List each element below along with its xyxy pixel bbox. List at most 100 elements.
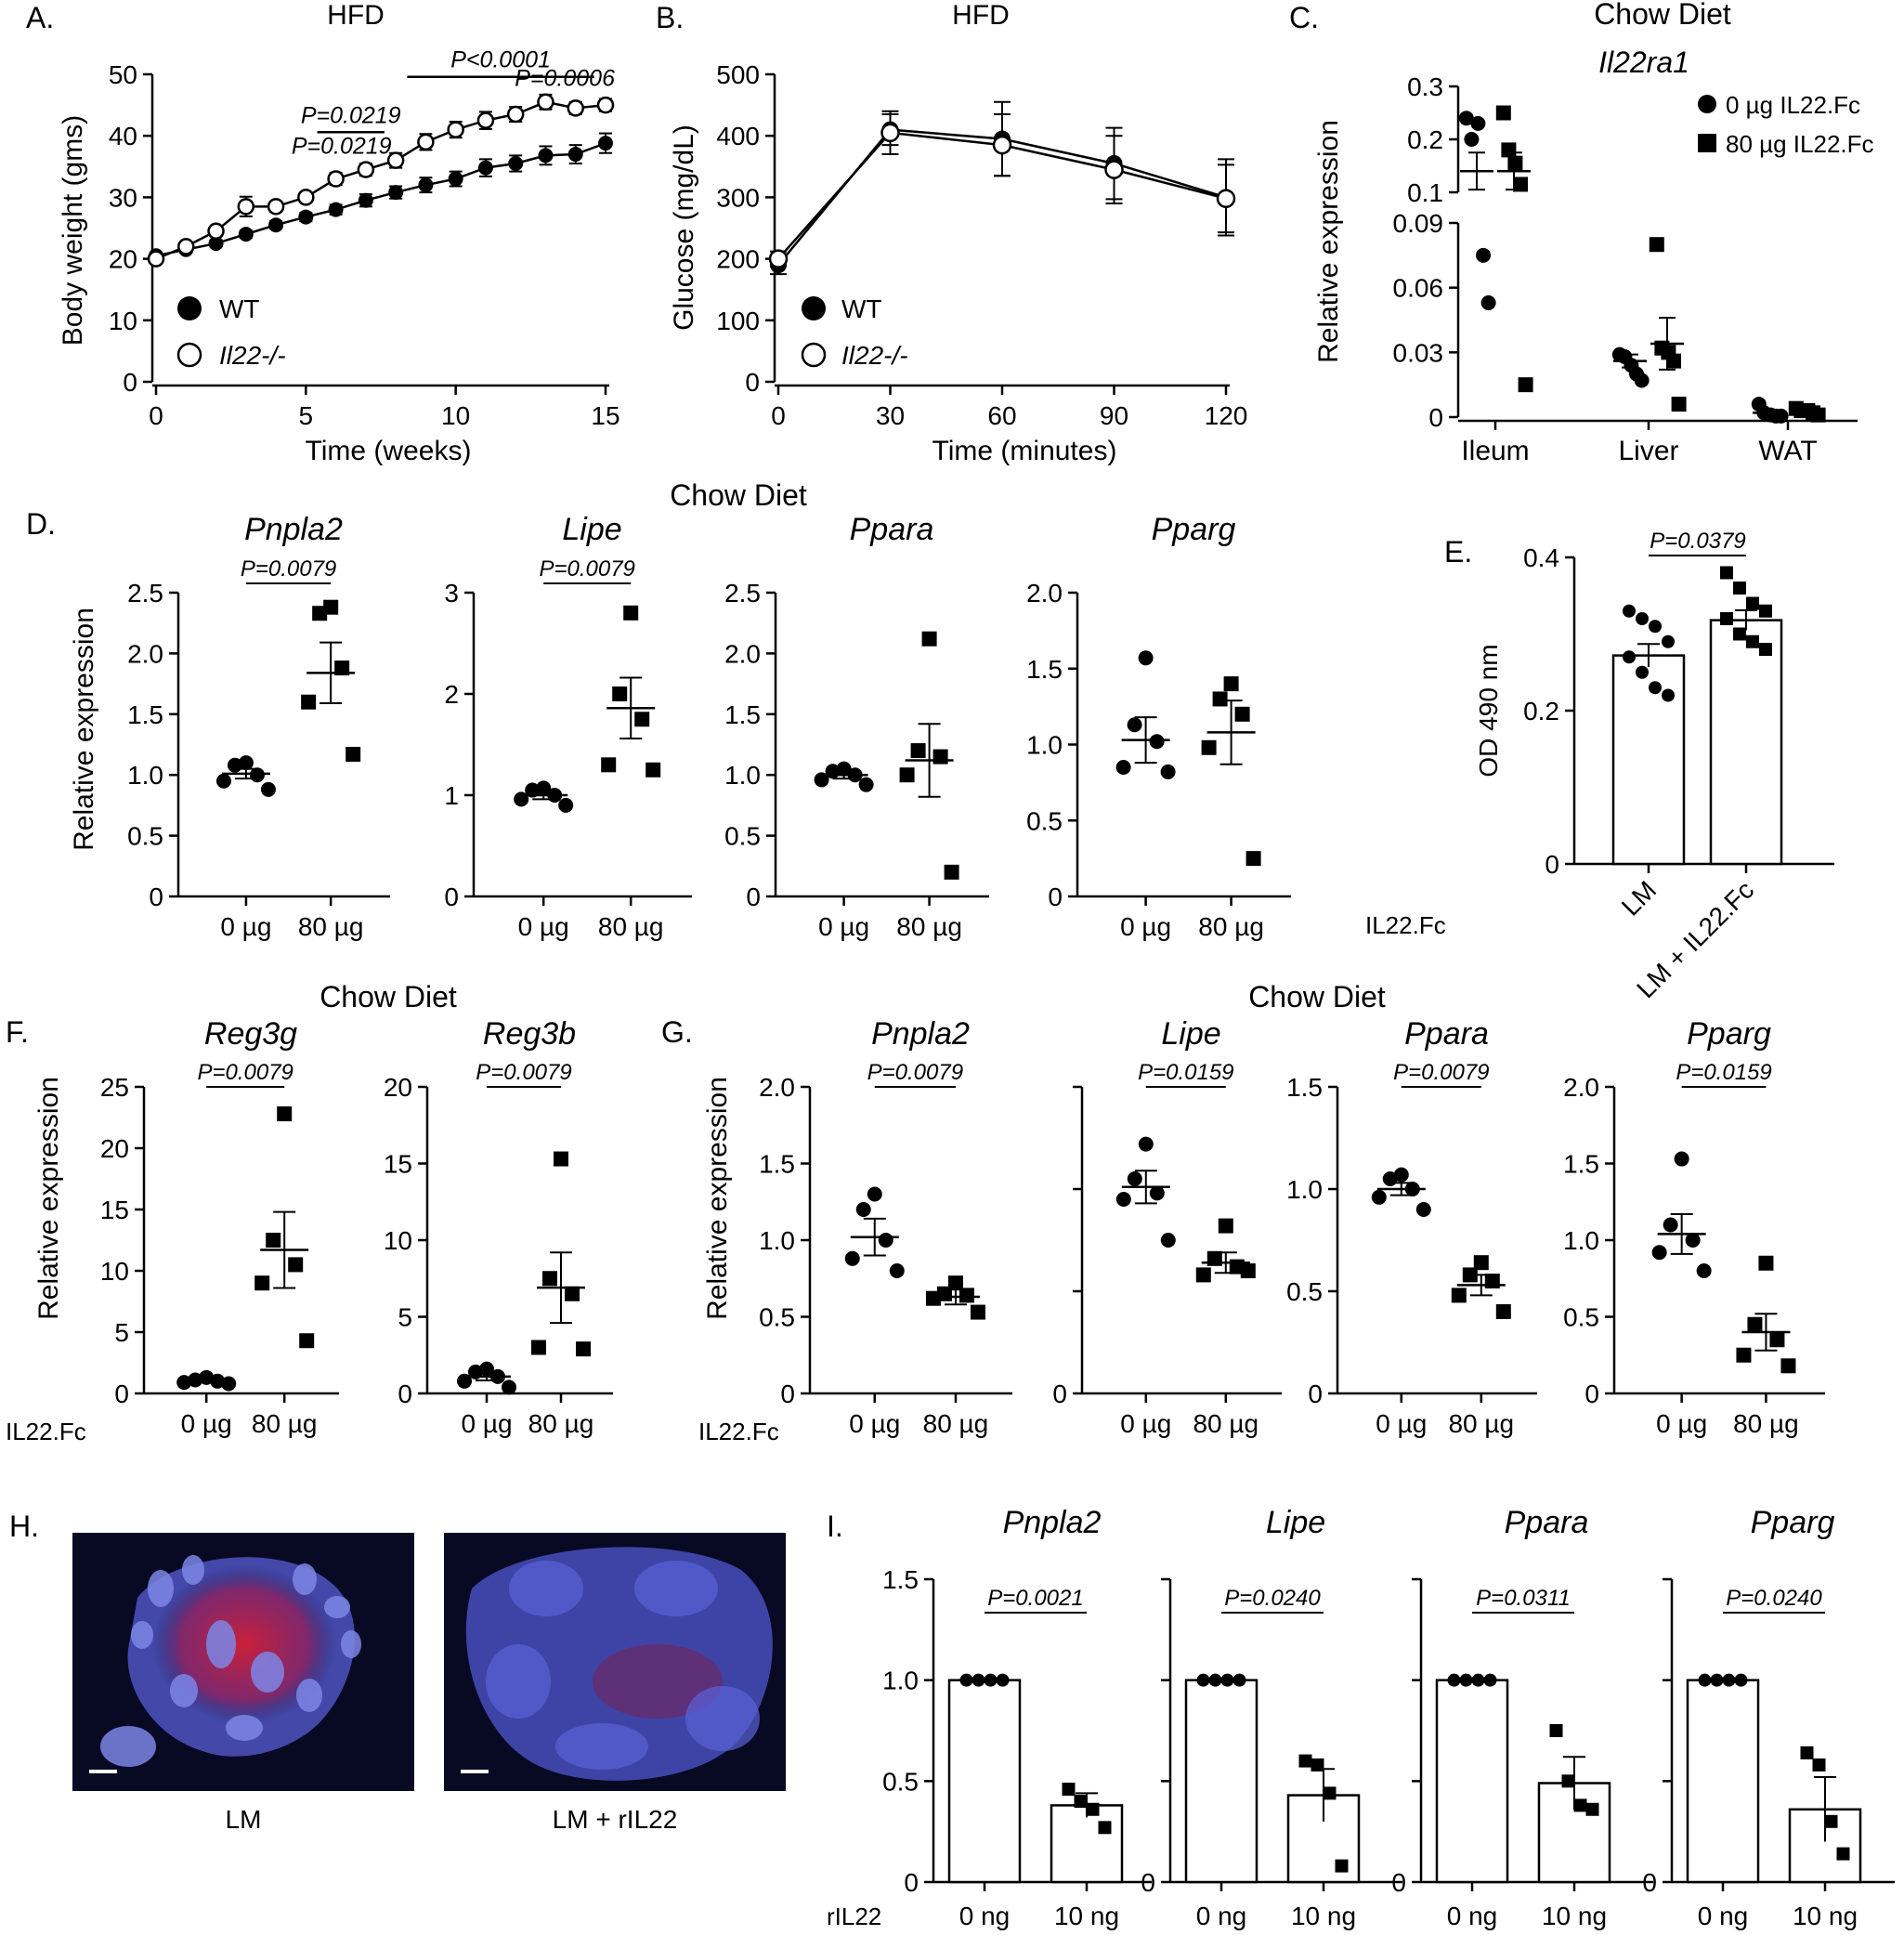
chart-B-point	[880, 123, 900, 143]
chart-I-2-x-tick-label: 0 ng	[1447, 1902, 1498, 1930]
chart-D-3-y-tick-label: 2.0	[1026, 579, 1063, 608]
chart-G-3-point	[1696, 1263, 1712, 1278]
chart-C-point	[1649, 237, 1664, 253]
chart-C-legend-marker-0	[1698, 95, 1716, 113]
chart-A-x-tick-label: 10	[441, 401, 470, 430]
chart-I-3-point	[1734, 1673, 1748, 1687]
chart-D-0-x-tick-label: 0 µg	[220, 912, 271, 941]
chart-D-1-point	[558, 797, 574, 813]
chart-I-2-point	[1549, 1724, 1563, 1737]
chart-D-0-point	[260, 781, 276, 797]
chart-I-0-y-tick-label: 1.5	[882, 1565, 919, 1594]
chart-A-point	[508, 155, 524, 171]
chart-F-0-point	[254, 1275, 270, 1291]
chart-E-pvalue: P=0.0379	[1650, 529, 1745, 554]
chart-E-point	[1720, 566, 1733, 580]
chart-I-0-point	[972, 1673, 985, 1687]
chart-E-point	[1636, 665, 1649, 679]
chart-E-point	[1662, 688, 1675, 702]
chart-A-point	[267, 198, 285, 216]
chart-G-3-point	[1663, 1217, 1678, 1233]
chart-B-x-tick-label: 120	[1205, 401, 1248, 430]
chart-G-2-x-tick-label: 80 µg	[1448, 1409, 1514, 1438]
chart-C-legend-0: 0 µg IL22.Fc	[1726, 91, 1860, 119]
chart-D-3-point	[1160, 764, 1176, 779]
chart-B-x-tick-label: 60	[987, 401, 1016, 430]
chart-F-0-y-tick-label: 5	[114, 1318, 129, 1347]
panel-label-D: D.	[26, 507, 56, 541]
chart-E-point	[1746, 634, 1759, 648]
chart-G-2-title: Ppara	[1404, 1016, 1489, 1052]
chart-D-0-y-tick-label: 2.0	[127, 639, 163, 668]
chart-I-treatment-label: rIL22	[827, 1902, 881, 1930]
chart-F-0-y-tick-label: 10	[100, 1257, 129, 1286]
chart-A-point	[147, 250, 165, 268]
chart-A-pvalue: P<0.0001	[450, 47, 551, 73]
chart-A-y-tick-label: 50	[109, 60, 137, 89]
chart-G-2-x-tick-label: 0 µg	[1376, 1409, 1427, 1438]
chart-G-3-y-tick-label: 1.5	[1563, 1150, 1599, 1179]
chart-F-0-pvalue: P=0.0079	[197, 1060, 293, 1085]
chart-C-category-label: Ileum	[1461, 436, 1529, 466]
chart-I-3-y-tick-label: 0	[1642, 1868, 1657, 1897]
chart-C-point	[1666, 353, 1681, 369]
chart-E-point	[1662, 634, 1675, 648]
chart-D-0-point	[346, 746, 361, 762]
chart-A-point	[418, 177, 434, 193]
panel-label-I: I.	[827, 1510, 843, 1543]
chart-A-point	[476, 111, 495, 129]
chart-D-0-title: Pnpla2	[244, 512, 343, 547]
chart-D-2-title: Ppara	[850, 512, 934, 547]
chart-D-0-point	[215, 773, 231, 789]
chart-E-point	[1649, 681, 1662, 695]
chart-C-point	[1458, 111, 1474, 126]
chart-A-series-line-1	[155, 100, 606, 260]
chart-G-1-point	[1138, 1136, 1154, 1152]
chart-G-3-point	[1780, 1358, 1796, 1374]
chart-I-3-x-tick-label: 10 ng	[1793, 1902, 1858, 1930]
chart-I-0-point	[1074, 1795, 1088, 1809]
chart-G-3-y-tick-label: 0.5	[1563, 1303, 1599, 1332]
chart-D-3-point	[1245, 851, 1261, 867]
chart-D-0-x-tick-label: 80 µg	[298, 912, 364, 941]
chart-A-point	[567, 147, 583, 163]
chart-F-1-y-tick-label: 5	[398, 1303, 412, 1332]
chart-I-3-point	[1812, 1758, 1826, 1772]
chart-G-2-pvalue: P=0.0079	[1393, 1060, 1489, 1085]
chart-B-point	[992, 135, 1012, 155]
chart-A-y-tick-label: 40	[109, 122, 137, 150]
chart-G-2-point	[1473, 1255, 1489, 1271]
chart-C-y-tick-label: 0.2	[1407, 125, 1443, 154]
chart-F-group-title: Chow Diet	[320, 980, 457, 1013]
chart-title-B: HFD	[952, 0, 1010, 31]
chart-G-2-point	[1371, 1189, 1387, 1205]
chart-I-1-point	[1298, 1754, 1312, 1768]
chart-E-y-tick-label: 0	[1545, 850, 1559, 879]
chart-G-3-x-tick-label: 80 µg	[1733, 1409, 1799, 1438]
chart-D-2-y-tick-label: 2.0	[724, 639, 761, 668]
chart-A-legend-marker-wt	[177, 296, 202, 320]
chart-F-1-x-tick-label: 80 µg	[528, 1409, 594, 1438]
chart-C-point	[1671, 397, 1687, 412]
chart-D-1-y-tick-label: 3	[444, 579, 459, 608]
chart-F-1-point	[554, 1151, 568, 1167]
chart-A-point	[447, 121, 464, 138]
chart-D-0-pvalue: P=0.0079	[241, 556, 336, 582]
chart-A-y-tick-label: 10	[109, 307, 137, 335]
chart-D-1-title: Lipe	[562, 512, 621, 547]
chart-G-2-y-tick-label: 0	[1308, 1379, 1323, 1408]
chart-I-1-point	[1220, 1673, 1234, 1687]
chart-D-0-point	[301, 694, 317, 710]
chart-A-point	[598, 136, 613, 151]
chart-D-2-y-tick-label: 0.5	[724, 822, 761, 851]
chart-E-bar	[1709, 619, 1783, 866]
chart-D-3-x-tick-label: 80 µg	[1198, 912, 1264, 941]
chart-A-point	[328, 202, 344, 217]
chart-I-0-point	[984, 1673, 998, 1687]
chart-D-3-point	[1234, 706, 1250, 722]
chart-I-3-point	[1722, 1673, 1736, 1687]
chart-D-2-y-tick-label: 1.5	[724, 700, 761, 729]
chart-A-point	[358, 192, 373, 208]
chart-A-pvalue: P=0.0219	[292, 133, 392, 159]
chart-G-2-y-tick-label: 0.5	[1286, 1277, 1323, 1306]
